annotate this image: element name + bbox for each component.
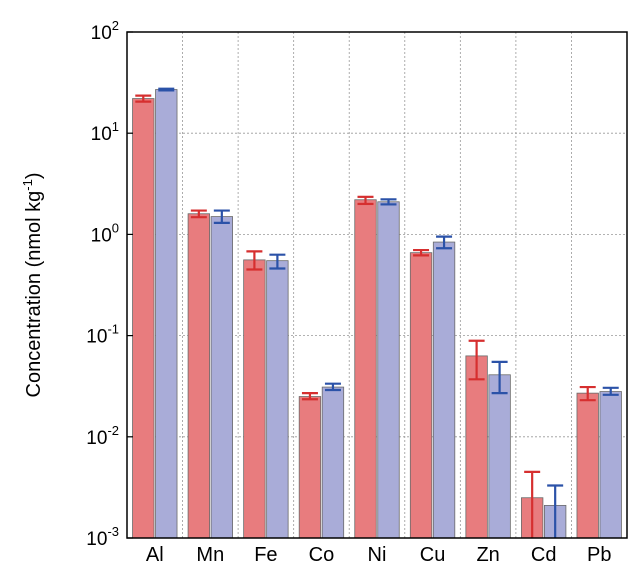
error-bar — [135, 94, 152, 103]
error-bar — [413, 248, 430, 257]
x-tick-label: Cd — [531, 544, 557, 564]
y-tick-base: 10 — [86, 529, 107, 550]
y-tick-exponent: -3 — [107, 524, 119, 539]
x-tick-label: Cu — [420, 544, 446, 564]
bar-series-1 — [298, 396, 322, 539]
error-bar — [547, 484, 564, 538]
bar-series-2 — [321, 386, 345, 539]
y-tick-base: 10 — [91, 23, 112, 44]
error-bar — [246, 250, 263, 271]
y-axis-title: Concentration (nmol kg-1) — [20, 172, 45, 397]
bar-series-2 — [599, 391, 622, 539]
y-tick-exponent: 1 — [112, 119, 119, 134]
y-tick-label: 10-2 — [86, 423, 119, 449]
y-axis-title-close: ) — [23, 172, 45, 179]
bar-series-2 — [488, 374, 511, 539]
y-tick-label: 10-1 — [86, 322, 119, 348]
bar-series-2 — [377, 201, 400, 539]
bar-series-1 — [465, 355, 488, 539]
bar-series-1 — [409, 252, 433, 539]
y-tick-label: 101 — [91, 119, 119, 145]
y-tick-exponent: -2 — [107, 423, 119, 438]
error-bar — [602, 386, 619, 396]
bar-series-1 — [187, 213, 210, 539]
error-bar — [357, 195, 374, 206]
error-bar — [213, 209, 230, 224]
grid-layer — [127, 32, 627, 538]
error-bar — [380, 198, 397, 206]
x-tick-label: Co — [309, 544, 335, 564]
y-tick-label: 10-3 — [86, 524, 119, 550]
y-tick-exponent: 2 — [112, 18, 119, 33]
y-tick-label: 102 — [91, 18, 119, 44]
error-bar — [269, 253, 286, 270]
y-axis-title-superscript: -1 — [20, 179, 35, 191]
y-tick-exponent: 0 — [112, 220, 119, 235]
x-tick-label: Ni — [368, 544, 387, 564]
y-tick-label: 100 — [91, 220, 119, 246]
y-tick-base: 10 — [86, 327, 107, 348]
bar-series-2 — [266, 260, 289, 539]
error-bars-layer — [135, 87, 619, 538]
bar-series-1 — [243, 259, 266, 539]
y-tick-base: 10 — [91, 225, 112, 246]
x-tick-labels: Al Mn Fe Co Ni Cu Zn Cd Pb — [146, 544, 612, 564]
error-bar — [301, 392, 318, 401]
error-bar — [579, 385, 596, 402]
bar-series-1 — [132, 98, 155, 539]
error-bar — [324, 382, 341, 392]
bar-series-1 — [354, 199, 377, 539]
bar-series-2 — [210, 216, 233, 539]
error-bar — [491, 360, 508, 395]
x-tick-label: Zn — [476, 544, 499, 564]
bar-series-2 — [432, 241, 456, 539]
x-tick-label: Pb — [587, 544, 611, 564]
bar-series-2 — [155, 89, 178, 539]
bar-series-1 — [576, 392, 599, 539]
plot-frame — [126, 31, 628, 539]
error-bar — [190, 209, 207, 219]
error-bar — [436, 235, 453, 250]
error-bar — [524, 470, 541, 538]
x-tick-label: Mn — [196, 544, 224, 564]
error-bar — [468, 339, 485, 381]
y-tick-exponent: -1 — [107, 322, 119, 337]
error-bar — [158, 87, 175, 92]
y-tick-base: 10 — [91, 124, 112, 145]
x-tick-label: Al — [146, 544, 164, 564]
y-tick-base: 10 — [86, 428, 107, 449]
x-tick-label: Fe — [254, 544, 277, 564]
y-axis-title-main: Concentration (nmol kg — [23, 191, 45, 398]
bars-layer — [132, 89, 622, 539]
